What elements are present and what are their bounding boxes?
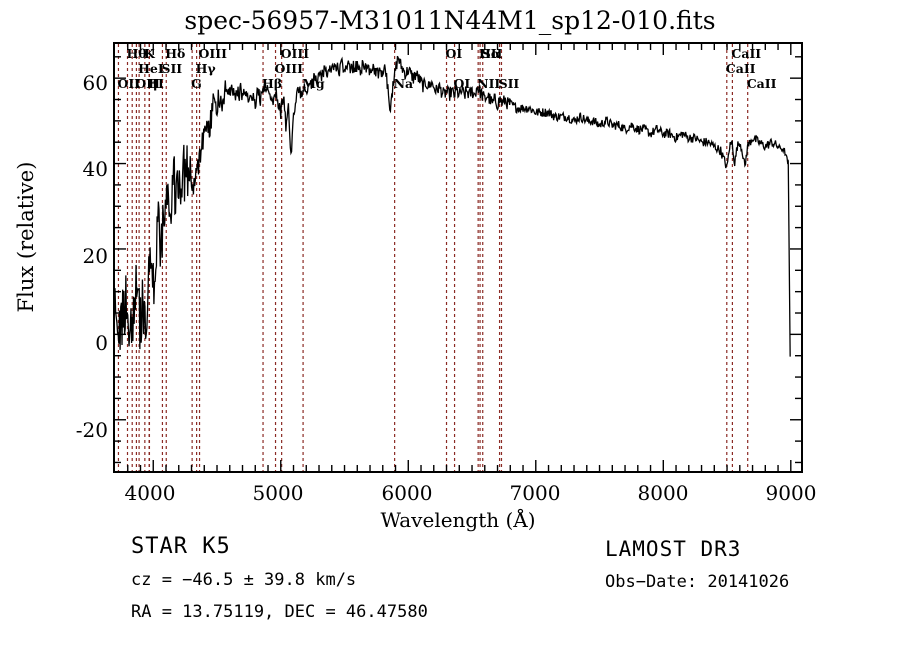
x-axis-title: Wavelength (Å)	[380, 508, 536, 532]
redshift-velocity-text: cz = −46.5 ± 39.8 km/s	[131, 570, 357, 590]
line-label-h-3798: Hθ	[126, 46, 147, 61]
y-tick-20: 20	[82, 244, 108, 268]
x-tick-4000: 4000	[124, 481, 176, 505]
line-label-oiii-3868: OIII	[135, 76, 164, 91]
line-label-oi-6363: OI	[453, 76, 471, 91]
line-label-g-4305: G	[191, 76, 202, 91]
observation-date-text: Obs−Date: 20141026	[605, 572, 790, 592]
line-label-caii-8662: CaII	[746, 76, 777, 91]
line-label-mg-5175: Mg	[302, 76, 325, 91]
line-label-caii-8498: CaII	[725, 61, 756, 76]
line-label-sii-6584: SII	[481, 46, 503, 61]
line-label-hei-3889: HeI	[138, 61, 164, 76]
line-label-k-3934: K	[143, 46, 155, 61]
survey-name-text: LAMOST DR3	[605, 537, 742, 561]
page-title: spec-56957-M31011N44M1_sp12-010.fits	[184, 6, 716, 35]
line-label-h-3968: H	[148, 76, 160, 91]
line-label-oii-3727: OII	[117, 76, 141, 91]
line-label-caii-8542: CaII	[731, 46, 762, 61]
line-label-oiii-5007: OIII	[280, 46, 310, 61]
line-marker-group	[117, 44, 749, 471]
line-label-sii-4072: SII	[161, 61, 183, 76]
y-tick-neg20: -20	[75, 418, 108, 442]
y-axis-title: Flux (relative)	[14, 161, 38, 313]
y-tick-60: 60	[82, 71, 108, 95]
x-tick-9000: 9000	[765, 481, 817, 505]
line-label-h-4102: Hδ	[165, 46, 186, 61]
x-tick-7000: 7000	[509, 481, 561, 505]
y-axis-tick-labels: 60 40 20 0 -20	[40, 0, 108, 649]
x-tick-marks	[127, 44, 792, 471]
spectrum-trace	[115, 55, 791, 357]
line-label-nii-6548: NII	[477, 76, 501, 91]
x-tick-5000: 5000	[252, 481, 304, 505]
line-label-h-4340: Hγ	[195, 61, 216, 76]
y-tick-0: 0	[95, 331, 108, 355]
spectrum-canvas	[115, 44, 801, 471]
x-tick-8000: 8000	[637, 481, 689, 505]
coordinates-text: RA = 13.75119, DEC = 46.47580	[131, 602, 428, 622]
line-label-oiii-4363: OIII	[198, 46, 227, 61]
y-tick-40: 40	[82, 157, 108, 181]
line-label-na-5893: Na	[393, 76, 414, 91]
x-axis-tick-labels: 4000 5000 6000 7000 8000 9000	[0, 481, 900, 511]
line-label-h-4861: Hβ	[262, 76, 283, 91]
line-label-h-6563: Hα	[479, 46, 501, 61]
x-tick-6000: 6000	[381, 481, 433, 505]
y-tick-marks	[115, 56, 801, 464]
line-label--3970: η	[148, 76, 158, 91]
line-label-oi-6300: OI	[445, 46, 463, 61]
object-class-text: STAR K5	[131, 534, 231, 559]
line-label-sii-6716: SII	[498, 76, 520, 91]
line-label-oiii-4959: OIII	[274, 61, 303, 76]
